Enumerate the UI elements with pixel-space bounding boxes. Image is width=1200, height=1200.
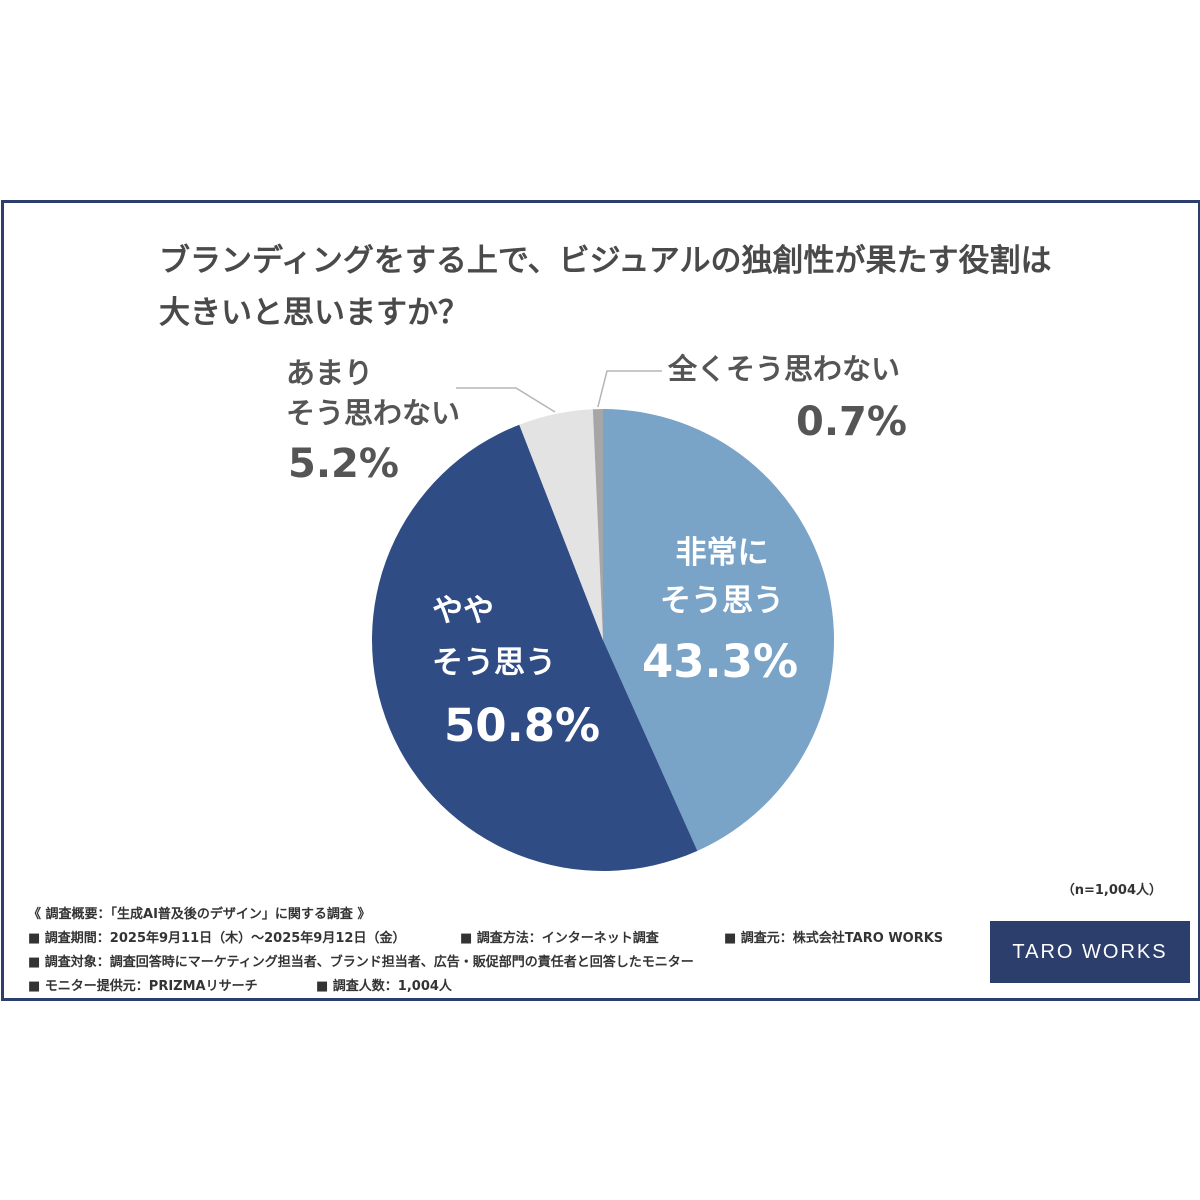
pie-slices [372,409,835,871]
slice-label-very-agree-line1: 非常に [676,535,769,571]
slice-label-very-agree-line2: そう思う [660,583,784,619]
slice-label-somewhat-agree-line1: やや [432,593,494,629]
notes-target: ■ 調査対象：調査回答時にマーケティング担当者、ブランド担当者、広告・販促部門の… [28,955,694,970]
pie-chart: 非常に そう思う 43.3% やや そう思う 50.8% あまり そう思わない … [286,352,907,871]
slice-label-not-at-all: 全くそう思わない [667,352,900,386]
slice-label-somewhat-agree-line2: そう思う [432,645,556,681]
leader-line-not-much [456,387,556,413]
chart-title: ブランディングをする上で、ビジュアルの独創性が果たす役割は 大きいと思いますか？ [159,235,1119,339]
slice-value-somewhat-agree: 50.8% [444,699,600,752]
slice-value-very-agree: 43.3% [642,635,798,688]
notes-period: ■ 調査期間：2025年9月11日（木）～2025年9月12日（金） [28,931,406,946]
leader-lines [456,370,662,413]
title-line-2: 大きいと思いますか？ [159,295,469,331]
notes-organizer: ■ 調査元：株式会社TARO WORKS [724,931,944,946]
taro-works-logo: TARO WORKS [990,921,1190,983]
slice-value-not-at-all: 0.7% [796,399,907,445]
chart-frame: ブランディングをする上で、ビジュアルの独創性が果たす役割は 大きいと思いますか？… [1,200,1200,1001]
leader-line-not-at-all [597,370,662,408]
slice-label-not-much-line1: あまり [286,356,373,390]
notes-method: ■ 調査方法：インターネット調査 [460,931,659,946]
notes-heading: 《 調査概要：「生成AI普及後のデザイン」に関する調査 》 [28,907,371,922]
notes-provider: ■ モニター提供元：PRIZMAリサーチ [28,979,258,994]
slice-value-not-much: 5.2% [288,441,399,487]
slice-not-much [519,409,603,640]
slice-very-agree [603,409,835,851]
slice-label-not-much-line2: そう思わない [286,396,460,430]
title-line-1: ブランディングをする上で、ビジュアルの独創性が果たす役割は [159,243,1052,279]
sample-size: （n=1,004人） [1061,883,1162,898]
slice-somewhat-agree [372,424,698,871]
slice-not-at-all [592,409,603,640]
notes-count: ■ 調査人数：1,004人 [316,979,452,994]
